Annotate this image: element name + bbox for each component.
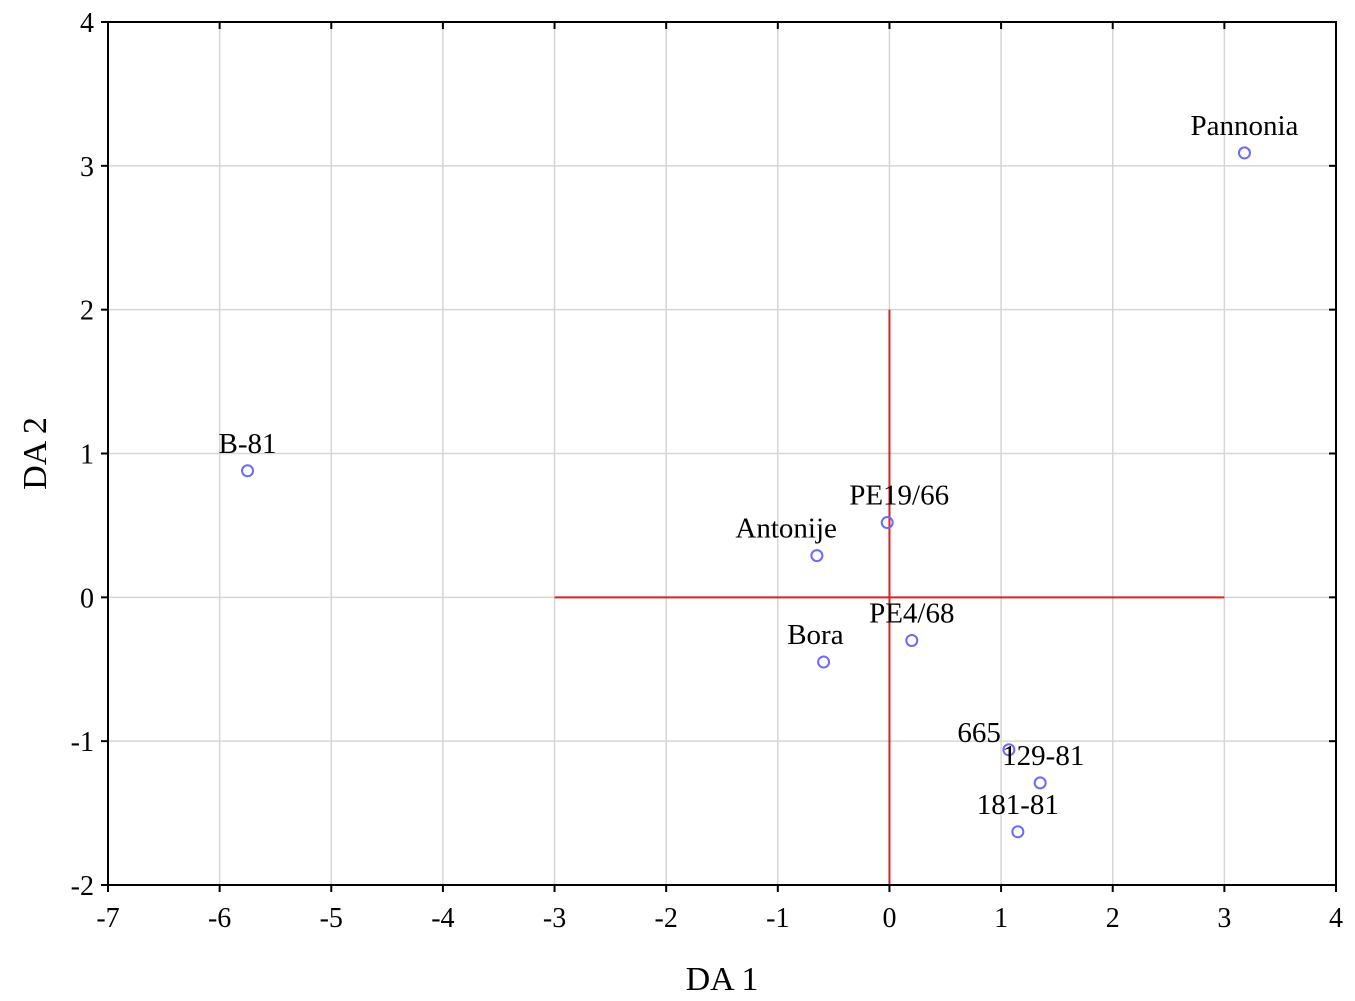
x-tick-label: 2: [1106, 903, 1120, 934]
data-point: [817, 655, 831, 669]
x-tick-label: -5: [320, 903, 343, 934]
y-tick-label: 3: [80, 152, 94, 183]
data-point-label: Pannonia: [1190, 110, 1298, 142]
data-point: [241, 464, 255, 478]
y-tick-label: 1: [80, 440, 94, 471]
x-tick-label: 0: [882, 903, 896, 934]
data-point: [1033, 776, 1047, 790]
x-tick-label: -7: [96, 903, 119, 934]
x-tick-label: -1: [766, 903, 789, 934]
data-point-label: Bora: [787, 619, 844, 651]
x-tick-label: 3: [1217, 903, 1231, 934]
data-point: [810, 549, 824, 563]
y-tick-label: 4: [80, 8, 94, 39]
data-point-label: 129-81: [1002, 740, 1084, 772]
y-tick-labels: -2 -1 0 1 2 3 4: [71, 8, 94, 902]
data-point: [1237, 146, 1251, 160]
data-point-label: PE4/68: [869, 597, 954, 629]
x-axis-label: DA 1: [686, 961, 759, 998]
x-tick-label: -3: [543, 903, 566, 934]
data-point-label: B-81: [219, 428, 277, 460]
data-point-label: Antonije: [735, 513, 837, 545]
reference-lines: [554, 309, 1225, 885]
y-axis-label: DA 2: [17, 417, 54, 490]
y-tick-label: 2: [80, 296, 94, 327]
data-point: [1002, 743, 1016, 757]
ticks: [101, 21, 1337, 892]
y-tick-label: 0: [80, 583, 94, 614]
x-tick-label: -6: [208, 903, 231, 934]
y-tick-label: -1: [71, 727, 94, 758]
data-point-label: PE19/66: [849, 480, 949, 512]
data-point: [905, 633, 919, 647]
x-tick-label: -4: [431, 903, 454, 934]
point-labels: B-81 Pannonia PE19/66 Antonije PE4/68 Bora 665…: [219, 110, 1299, 821]
x-tick-label: -2: [655, 903, 678, 934]
data-point-label: 181-81: [977, 789, 1059, 821]
x-tick-labels: -7 -6 -5 -4 -3 -2 -1 0 1 2 3 4: [96, 903, 1343, 934]
x-tick-label: 4: [1329, 903, 1343, 934]
data-point: [880, 516, 894, 530]
x-tick-label: 1: [994, 903, 1008, 934]
data-point: [1011, 825, 1025, 839]
grid: [108, 22, 1336, 885]
data-point-label: 665: [957, 717, 1001, 749]
y-tick-label: -2: [71, 871, 94, 902]
data-points: [241, 146, 1251, 839]
